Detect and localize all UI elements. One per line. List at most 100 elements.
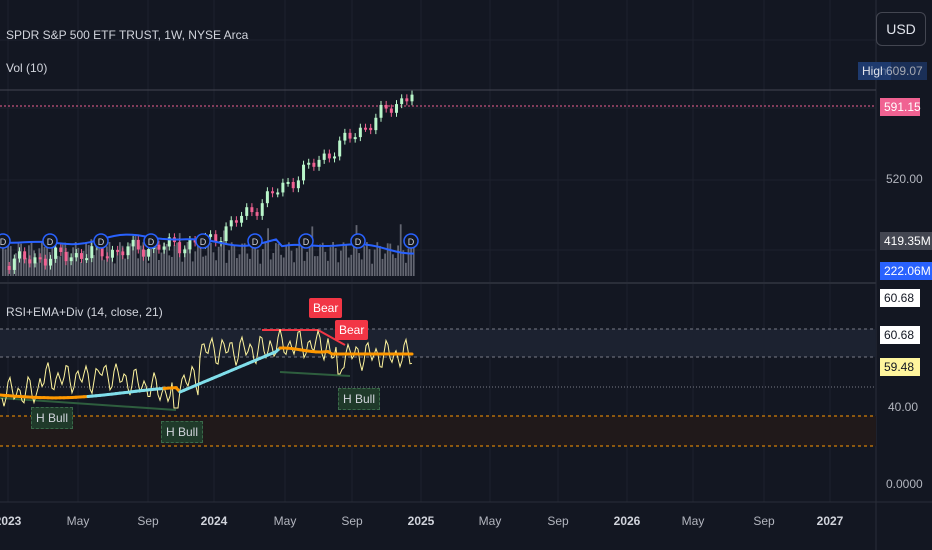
candle-body (291, 181, 295, 189)
volume-bar (389, 243, 392, 276)
time-label: Sep (547, 514, 569, 528)
volume-bar (327, 260, 329, 276)
candle-body (369, 127, 373, 131)
volume-bar (410, 242, 412, 276)
candle-body (281, 182, 285, 193)
time-label: Sep (753, 514, 775, 528)
volume-bar (223, 230, 225, 276)
candle-body (85, 258, 89, 261)
price-candles (7, 90, 414, 274)
volume-bar (311, 226, 314, 276)
candle-body (343, 132, 347, 141)
bull-divergence-line-1 (0, 397, 177, 411)
volume-indicator-title[interactable]: Vol (10) (6, 61, 48, 75)
candle-body (12, 258, 16, 270)
volume-bar (306, 251, 308, 276)
volume-bar (137, 258, 139, 276)
candle-body (322, 153, 326, 160)
volume-bar (51, 242, 54, 276)
volume-bar (176, 242, 178, 276)
volume-bar (412, 246, 415, 276)
volume-bar (186, 242, 189, 276)
volume-bar (358, 253, 360, 276)
dividend-marker-text: D (98, 237, 105, 247)
volume-bar (368, 249, 371, 276)
currency-button[interactable]: USD (876, 12, 926, 46)
volume-bar (147, 263, 150, 276)
candle-body (296, 180, 300, 189)
candle-body (188, 239, 192, 250)
volume-bar (272, 253, 275, 276)
candle-body (353, 137, 357, 140)
volume-bar (202, 256, 204, 276)
candle-body (374, 117, 378, 131)
volume-bar (277, 243, 280, 276)
volume-bar (363, 246, 366, 276)
volume-bar (82, 250, 85, 276)
volume-bar (381, 258, 384, 276)
volume-bar (314, 256, 316, 276)
candle-body (400, 98, 404, 105)
symbol-title[interactable]: SPDR S&P 500 ETF TRUST, 1W, NYSE Arca (6, 28, 249, 42)
volume-bar (98, 243, 100, 276)
candle-body (110, 249, 114, 258)
volume-bar (126, 253, 129, 276)
dividend-marker (403, 233, 419, 249)
volume-bar (241, 243, 243, 276)
candle-body (338, 140, 342, 157)
bull-divergence-line-2 (279, 371, 351, 377)
volume-bar (329, 247, 332, 276)
volume-bar (347, 257, 350, 276)
candle-body (126, 246, 130, 256)
time-label: 2025 (407, 514, 435, 528)
volume-bar (308, 242, 311, 276)
candle-body (265, 191, 269, 204)
volume-bar (41, 242, 43, 276)
candle-body (245, 207, 249, 216)
volume-bar (100, 252, 103, 276)
volume-bar (295, 248, 298, 276)
volume-bar (121, 245, 124, 276)
volume-bar (298, 242, 301, 276)
volume-bar (7, 242, 9, 276)
volume-ma-tag: 222.06M (880, 262, 932, 280)
candle-body (7, 266, 11, 270)
volume-bar (342, 242, 345, 276)
volume-bar (264, 242, 267, 276)
candle-body (389, 108, 393, 113)
volume-bar (119, 242, 121, 276)
rsi-indicator-title[interactable]: RSI+EMA+Div (14, close, 21) (6, 305, 163, 319)
volume-bar (199, 244, 202, 276)
volume-tag: 419.35M (880, 232, 932, 250)
volume-bar (173, 244, 176, 276)
candle-body (395, 104, 399, 113)
volume-bar (405, 262, 407, 276)
volume-bar (38, 248, 41, 276)
candle-body (178, 242, 182, 254)
candle-body (358, 127, 362, 138)
volume-bar (56, 255, 59, 276)
volume-bar (293, 262, 295, 276)
candle-body (121, 251, 125, 256)
volume-bar (275, 243, 277, 276)
volume-bar (204, 255, 207, 276)
candle-body (162, 246, 166, 250)
volume-bar (184, 247, 186, 276)
candle-body (307, 162, 311, 165)
volume-bar (324, 251, 327, 276)
time-label: 2024 (200, 514, 228, 528)
time-label: May (478, 514, 502, 528)
volume-bar (87, 244, 90, 276)
volume-bar (316, 256, 319, 276)
volume-bar (158, 260, 160, 276)
volume-bar (236, 258, 238, 276)
rsi-oversold-band (0, 416, 876, 446)
volume-bar (132, 243, 134, 276)
candle-body (69, 257, 73, 262)
volume-bar (181, 261, 184, 276)
candle-body (157, 244, 161, 250)
volume-bar (220, 242, 223, 276)
rsi-tick-40: 40.00 (888, 400, 919, 414)
